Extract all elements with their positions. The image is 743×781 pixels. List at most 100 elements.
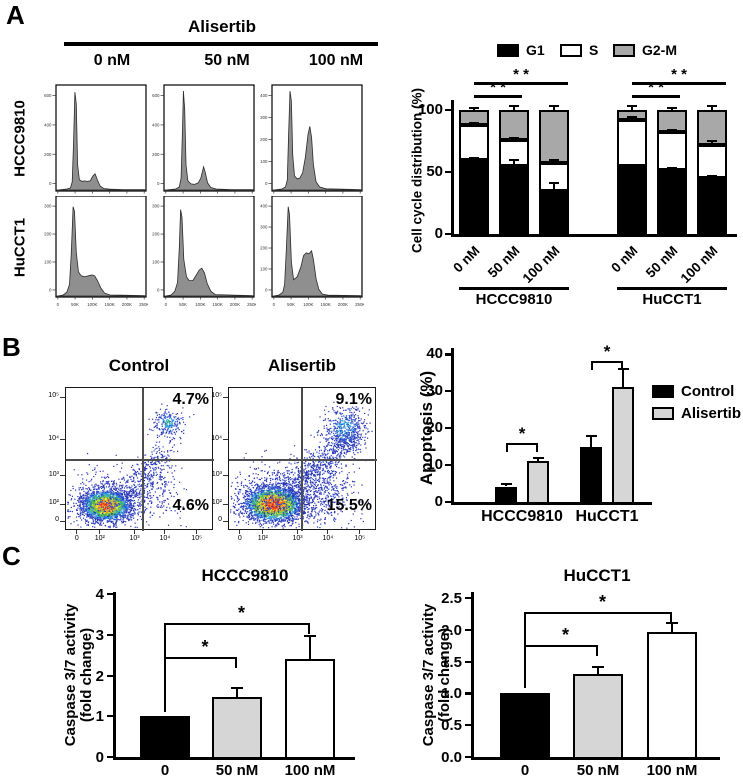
error-bar-cap [500,483,512,486]
error-bar-line [553,159,555,164]
legend-label-Alisertib: Alisertib [681,405,742,422]
treatment-underline [64,42,378,46]
error-bar-line [631,106,633,110]
svg-text:200: 200 [44,232,52,237]
error-bar-line [309,635,311,660]
x-tick-label: 10³ [292,534,303,542]
error-bar-cap [707,140,717,142]
svg-text:0: 0 [57,302,60,307]
flow-histogram-5: 400 300 200 100 0 0 50K 100K 150K 200K 250K [260,196,364,307]
svg-text:300: 300 [44,204,52,209]
legend-swatch-Alisertib [652,407,674,420]
scatter-canvas [66,388,212,529]
x-tick-label: 100 nM [284,762,336,779]
sig-line [474,82,568,85]
svg-text:0: 0 [49,288,52,293]
y-tick [445,353,451,356]
y-tick [445,427,451,430]
svg-text:100: 100 [44,260,52,265]
bar-segment-G1 [539,190,569,237]
svg-text:150K: 150K [213,302,223,307]
error-bar-cap [304,634,316,637]
y-tick [223,520,228,522]
scatter-title-alisertib: Alisertib [267,356,337,375]
y-tick [107,633,113,636]
svg-text:600: 600 [44,93,52,98]
error-bar-line [537,458,539,461]
group-label: HuCCT1 [642,291,702,308]
y-tick-label: 10³ [48,470,59,478]
sig-label: * [603,342,611,361]
y-tick [445,171,451,174]
svg-text:300: 300 [260,115,268,120]
legend-label-G2-M: G2-M [642,42,677,58]
scatter-title-control: Control [108,356,170,375]
x-group-label: HCCC9810 [481,508,563,525]
svg-text:100K: 100K [195,302,205,307]
error-bar-cap [469,106,479,109]
y-axis [471,592,474,760]
bar-50 nM [212,696,262,759]
quadrant-percent-alisertib-lower-right: 15.5% [326,497,372,514]
quadrant-hline [66,458,214,461]
error-bar-cap [627,105,637,108]
x-tick-label: 10⁵ [191,534,203,542]
x-tick-label: 10⁴ [322,534,334,542]
svg-text:200: 200 [152,152,160,157]
y-tick [60,396,65,398]
y-tick-label: 0 [218,516,222,524]
error-bar-cap [627,115,637,118]
legend-swatch-S [560,44,582,57]
chart-title: HuCCT1 [563,566,631,585]
error-bar-cap [667,106,677,109]
y-tick [445,390,451,393]
x-tick-label: 10² [257,534,268,542]
x-tick [262,530,264,534]
y-tick-label: 2.5 [441,590,462,607]
y-axis-label-line: Caspase 3/7 activity [420,603,437,747]
panel-a-label: A [6,0,25,30]
bar-Control-HuCCT1 [580,447,602,504]
flow-histogram-4: 300 200 100 0 0 50K 100K 150K 200K 250K [152,196,256,307]
svg-text:50K: 50K [179,302,187,307]
sig-line [506,443,538,445]
y-tick-label: 10³ [211,470,222,478]
svg-text:300: 300 [152,204,160,209]
treatment-header: Alisertib [187,17,257,36]
y-tick [60,503,65,505]
sig-tick [506,443,508,452]
sig-label: * [598,592,606,612]
sig-tick [670,612,672,623]
y-tick-label: 10⁵ [48,392,59,399]
bar-segment-G1 [657,169,687,237]
error-bar-cap [509,158,519,161]
svg-text:200K: 200K [230,302,240,307]
sig-line [474,95,522,98]
sig-tick [235,657,237,668]
svg-text:0: 0 [165,302,168,307]
y-axis-label: Cell cycle distribution (%) [409,87,425,254]
y-tick [60,475,65,477]
x-tick [359,530,361,534]
y-tick-label: 3 [95,626,104,644]
svg-text:0: 0 [49,181,52,186]
sig-tick [308,623,310,634]
y-tick [107,715,113,718]
error-bar-cap [585,434,597,437]
group-label: HCCC9810 [475,291,553,308]
error-bar-line [671,622,673,632]
y-tick-label: 0.0 [441,749,462,766]
sig-tick [536,443,538,452]
sig-label: * [561,625,569,645]
y-tick-label: 20 [426,419,443,437]
sig-line [591,361,623,363]
group-underline [459,287,569,290]
sig-line [525,645,598,647]
bar-segment-S [657,132,687,170]
y-tick [445,464,451,467]
y-axis [113,592,116,760]
sig-tick [591,361,593,370]
y-tick-label: 0 [95,749,104,766]
y-axis-label: Caspase 3/7 activity (fold change) [62,595,95,755]
y-tick-label: 0 [55,516,59,524]
